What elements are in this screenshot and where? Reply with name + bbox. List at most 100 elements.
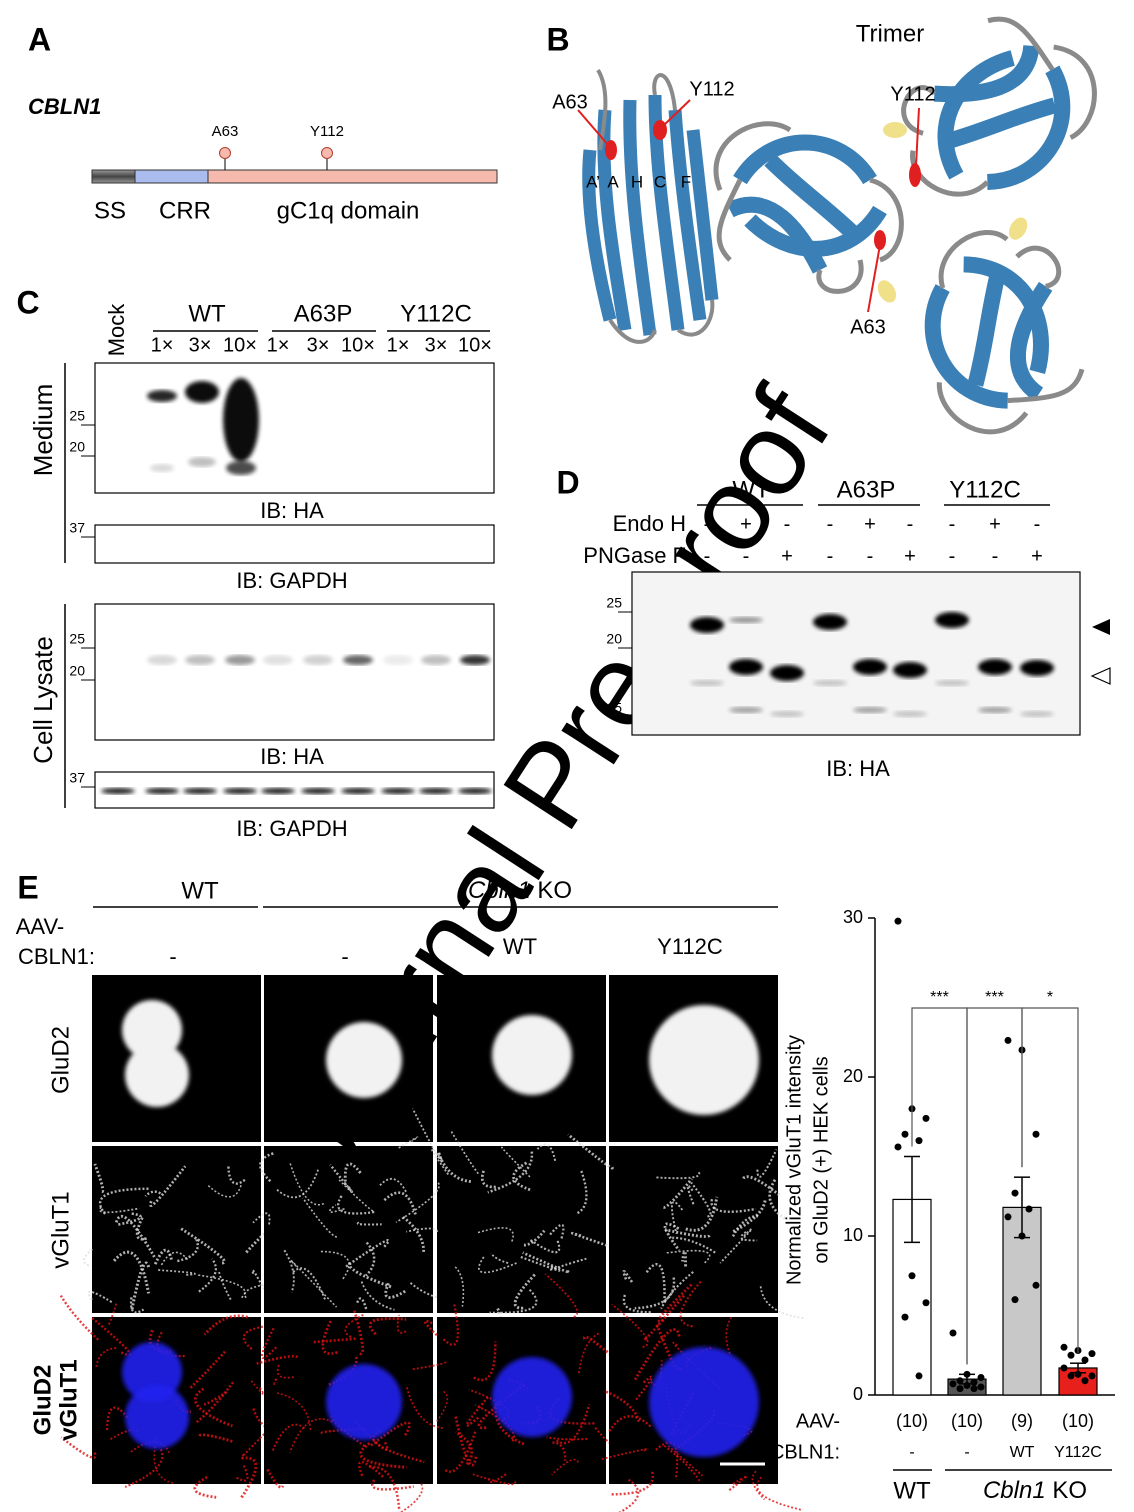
data-point (956, 1377, 964, 1385)
crr-domain (134, 169, 209, 184)
axon (360, 1281, 395, 1311)
axon (487, 1473, 507, 1483)
blot-band (690, 680, 724, 686)
axon (578, 1332, 600, 1374)
loop (901, 85, 937, 136)
mw-marker: 37 (69, 520, 85, 536)
axon (153, 1438, 174, 1484)
axon (344, 1239, 390, 1269)
axon (193, 1475, 217, 1499)
beta-strand (582, 149, 617, 322)
pointer (662, 99, 691, 127)
axon (153, 1248, 174, 1265)
cell (649, 1005, 759, 1115)
axon (251, 1269, 275, 1309)
blot-band (261, 788, 295, 794)
axon (289, 1418, 333, 1453)
treatment-flag: - (704, 545, 711, 567)
axon (474, 1403, 515, 1442)
helix (883, 122, 907, 138)
axon (650, 1360, 663, 1387)
blot-band (1020, 660, 1054, 676)
antibody-label: IB: GAPDH (236, 816, 347, 841)
axon (124, 1448, 164, 1489)
data-point (949, 1329, 957, 1337)
significance-label: *** (930, 989, 949, 1006)
panel-label: E (17, 869, 38, 905)
treatment-flag: - (1034, 513, 1041, 535)
treatment-flag: - (907, 513, 914, 535)
treatment-flag: - (867, 545, 874, 567)
axon (98, 1206, 140, 1214)
n-label: (10) (896, 1411, 928, 1431)
axon (355, 1421, 389, 1451)
loop (936, 382, 1029, 435)
axon (203, 1314, 249, 1336)
blot-band (690, 617, 724, 633)
axon (358, 1460, 385, 1479)
site-label: Y112 (310, 123, 344, 140)
loop (987, 16, 1055, 71)
channel-label: vGluT1 (47, 1191, 74, 1268)
axon (271, 1423, 306, 1453)
axon (344, 1313, 366, 1338)
axon (195, 1381, 235, 1424)
cell (125, 1043, 189, 1107)
blot-band (853, 707, 887, 713)
site-label: A63 (552, 91, 588, 113)
cell (326, 1364, 402, 1440)
axon (643, 1294, 686, 1342)
axon (105, 1406, 129, 1431)
beta-strand (963, 256, 1049, 375)
treatment-label: PNGase F (583, 543, 686, 568)
axon (130, 1261, 151, 1312)
axon (130, 1440, 170, 1454)
treatment-flag: - (827, 545, 834, 567)
axon (633, 1328, 681, 1381)
group-label: Y112C (400, 300, 472, 327)
axon (60, 1436, 97, 1459)
n-label: (10) (1062, 1411, 1094, 1431)
blot-band (341, 788, 375, 794)
axon (353, 1310, 365, 1356)
treatment-flag: + (740, 513, 752, 535)
axon (99, 1187, 150, 1215)
axon (552, 1441, 567, 1461)
data-point (956, 1385, 964, 1393)
data-point (915, 1372, 923, 1380)
channel-label: GluD2 (29, 1365, 56, 1436)
site-label: A63 (850, 316, 886, 338)
y-axis-title: on GluD2 (+) HEK cells (810, 1056, 832, 1263)
significance-bracket (1021, 1007, 1079, 1354)
treatment-flag: - (827, 513, 834, 535)
mw-marker: 20 (69, 439, 85, 455)
micrograph (437, 1146, 606, 1313)
axon (289, 1163, 325, 1206)
strand-label: A (607, 172, 619, 191)
axon (522, 1251, 571, 1274)
blot-band (343, 655, 373, 665)
panel-label: B (546, 21, 569, 57)
data-point (1004, 1213, 1012, 1221)
domain-label: gC1q domain (277, 197, 420, 224)
data-point (894, 1143, 902, 1151)
axon (546, 1435, 588, 1441)
axon (321, 1318, 338, 1355)
axon (395, 1182, 440, 1224)
axon (740, 1231, 758, 1242)
antibody-label: IB: HA (260, 744, 324, 769)
axon (601, 1448, 648, 1461)
blot-band (813, 614, 847, 630)
axon (203, 1390, 228, 1406)
axon (406, 1227, 439, 1233)
data-point (1004, 1036, 1012, 1044)
axon (399, 1483, 424, 1512)
loop (1007, 368, 1085, 404)
dose-label: 1× (387, 334, 410, 356)
blot-band (150, 464, 174, 472)
axon (383, 1191, 417, 1215)
antibody-label: IB: HA (260, 498, 324, 523)
treatment-flag: + (989, 513, 1001, 535)
data-point (1011, 1189, 1019, 1197)
axon (607, 1415, 652, 1433)
